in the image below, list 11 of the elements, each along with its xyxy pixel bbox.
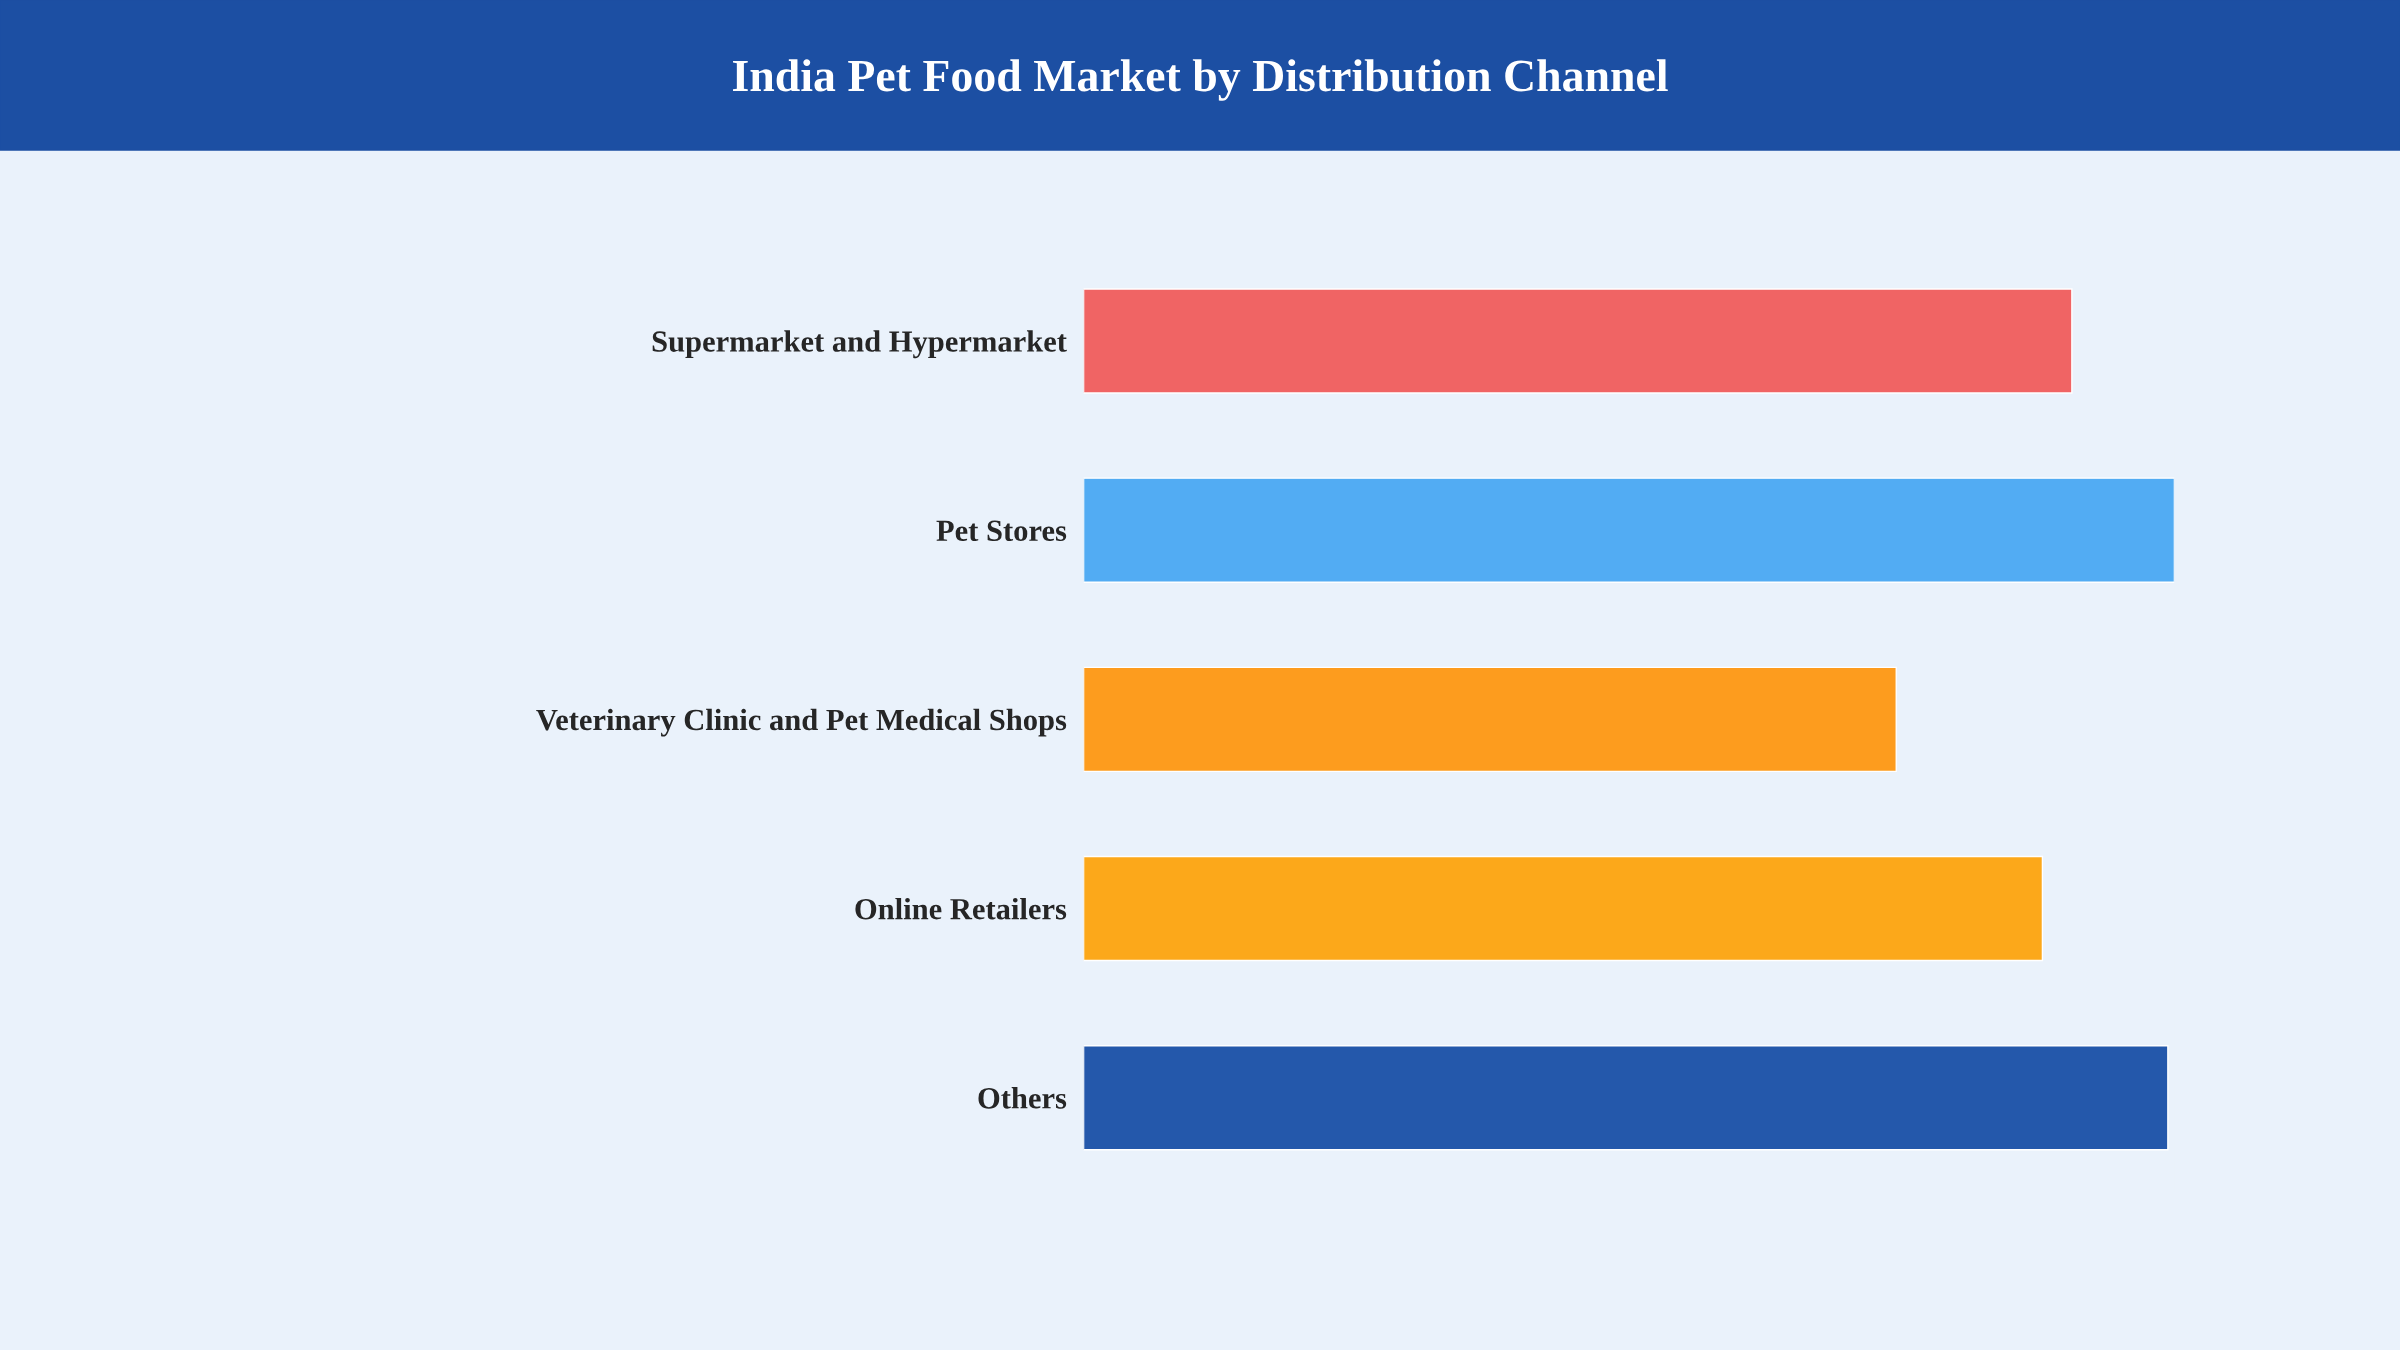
y-tick-label: Supermarket and Hypermarket [652, 330, 1067, 359]
bar [1083, 855, 2044, 962]
bar [1083, 288, 2073, 394]
bar [1083, 666, 1897, 773]
y-tick-label: Veterinary Clinic and Pet Medical Shops [536, 708, 1067, 737]
y-tick-label: Online Retailers [855, 897, 1067, 920]
y-tick-label: Others [978, 1087, 1067, 1109]
chart-title: India Pet Food Market by Distribution Channel [733, 59, 1668, 101]
bar [1083, 477, 2175, 583]
bar [1083, 1045, 2169, 1151]
y-tick-label: Pet Stores [936, 520, 1067, 542]
